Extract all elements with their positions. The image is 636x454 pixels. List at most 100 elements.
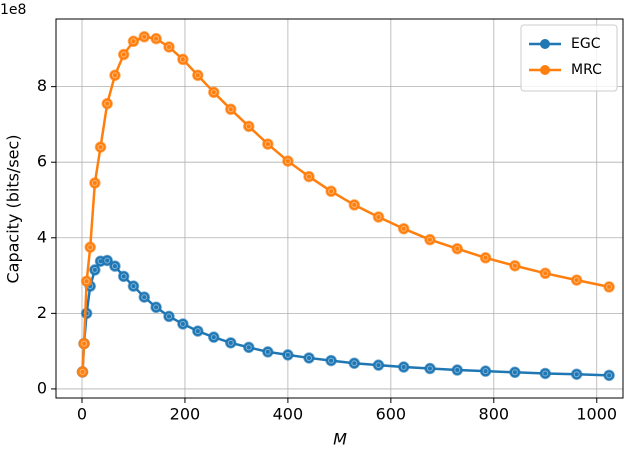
legend-box <box>520 24 618 92</box>
point-ring <box>511 262 518 269</box>
point <box>208 331 220 343</box>
point <box>539 267 552 280</box>
point <box>138 31 151 43</box>
point-ring <box>606 372 613 379</box>
point-ring <box>573 371 580 378</box>
point-ring <box>194 72 201 79</box>
point <box>603 369 615 382</box>
point-ring <box>153 35 160 42</box>
point-ring <box>351 360 358 367</box>
point <box>372 211 385 223</box>
point <box>138 291 151 303</box>
point-ring <box>375 362 382 369</box>
point <box>94 141 107 153</box>
point-ring <box>194 328 201 335</box>
point-ring <box>454 245 461 252</box>
point-ring <box>482 254 489 261</box>
x-tick-label: 800 <box>479 405 510 424</box>
point <box>192 325 204 337</box>
point <box>539 367 552 380</box>
point-ring <box>482 368 489 375</box>
point-ring <box>284 158 291 165</box>
point-ring <box>120 51 127 58</box>
point <box>76 366 89 378</box>
point-ring <box>83 278 90 285</box>
point-ring <box>210 334 217 341</box>
point <box>424 233 436 246</box>
point <box>303 170 315 183</box>
point <box>117 48 130 61</box>
point <box>325 354 337 367</box>
point-ring <box>511 369 518 376</box>
point <box>177 318 189 330</box>
point <box>570 368 583 380</box>
point <box>127 280 140 292</box>
point <box>78 337 90 350</box>
plot-frame <box>55 18 624 399</box>
point-ring <box>104 257 111 264</box>
point <box>117 270 130 283</box>
point <box>372 359 385 371</box>
point <box>282 155 294 167</box>
point-ring <box>306 173 313 180</box>
y-axis-label: Capacity (bits/sec) <box>4 134 23 283</box>
point-ring <box>141 294 148 301</box>
point <box>509 259 521 272</box>
point <box>509 366 521 379</box>
point <box>177 53 189 66</box>
point <box>101 254 113 267</box>
point <box>243 341 255 354</box>
point <box>479 365 492 377</box>
point <box>243 120 255 133</box>
legend-marker <box>540 65 550 75</box>
point <box>603 281 615 293</box>
point-ring <box>400 364 407 371</box>
point-ring <box>245 344 252 351</box>
point <box>262 138 274 150</box>
point <box>150 301 162 314</box>
x-tick-label: 600 <box>376 405 407 424</box>
point-ring <box>245 123 252 130</box>
point-ring <box>104 100 111 107</box>
point-ring <box>264 141 271 148</box>
point <box>163 41 175 53</box>
point <box>127 35 140 48</box>
offset-text: 1e8 <box>0 2 26 18</box>
point-ring <box>573 277 580 284</box>
point-ring <box>79 368 86 375</box>
point <box>424 362 436 375</box>
point <box>451 364 463 376</box>
point-ring <box>87 244 94 251</box>
point-ring <box>165 43 172 50</box>
point-ring <box>375 214 382 221</box>
point-ring <box>227 106 234 113</box>
point-ring <box>81 340 88 347</box>
point-ring <box>91 266 98 273</box>
point-ring <box>542 370 549 377</box>
point-ring <box>141 33 148 40</box>
point-ring <box>400 225 407 232</box>
y-tick-label: 0 <box>37 378 47 397</box>
point <box>89 264 101 276</box>
point <box>397 222 410 235</box>
point <box>348 199 361 211</box>
x-tick-label: 1000 <box>576 405 617 424</box>
point <box>282 349 294 361</box>
point <box>397 361 410 373</box>
point <box>89 177 101 189</box>
series-line <box>81 259 610 377</box>
point-ring <box>111 72 118 79</box>
point-ring <box>227 339 234 346</box>
point-ring <box>165 313 172 320</box>
point <box>163 310 175 323</box>
point <box>84 241 96 253</box>
point-ring <box>130 38 137 45</box>
point-ring <box>328 188 335 195</box>
point <box>303 352 315 364</box>
point <box>451 242 463 255</box>
point <box>262 346 274 358</box>
point-ring <box>91 179 98 186</box>
point-ring <box>111 263 118 270</box>
point-ring <box>97 144 104 151</box>
